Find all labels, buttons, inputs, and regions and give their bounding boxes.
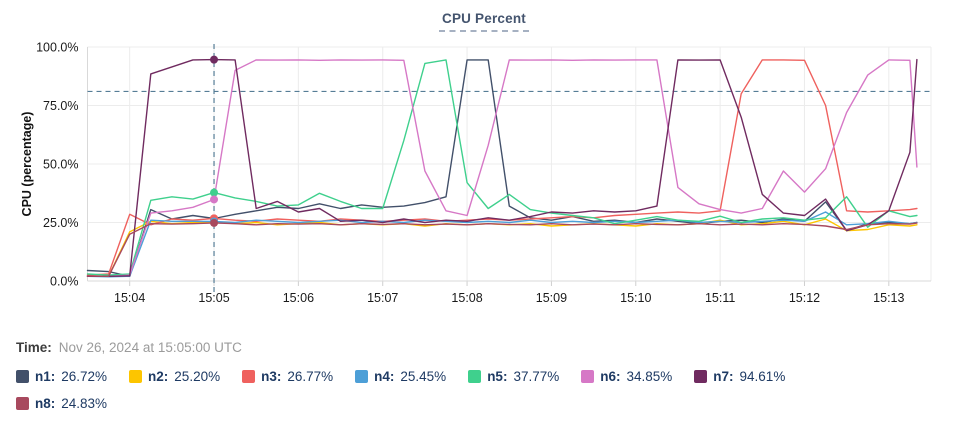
legend-series-value: 94.61% xyxy=(739,369,786,384)
series-line-n6[interactable] xyxy=(86,59,918,277)
y-tick-label: 0.0% xyxy=(50,275,79,289)
y-tick-label: 75.0% xyxy=(43,99,78,113)
legend-item-n6[interactable]: n6: 34.85% xyxy=(581,368,672,385)
x-tick-label: 15:10 xyxy=(620,291,651,305)
legend-series-value: 26.72% xyxy=(61,369,108,384)
series-line-n8[interactable] xyxy=(86,222,918,277)
series-line-n2[interactable] xyxy=(86,218,918,277)
legend-swatch-n8 xyxy=(16,397,29,410)
chart-legend: n1: 26.72% n2: 25.20% n3: 26.77% n4: 25.45% n5: 3… xyxy=(16,368,872,412)
legend-series-value: 37.77% xyxy=(513,369,560,384)
legend-swatch-n5 xyxy=(468,370,482,383)
x-tick-label: 15:07 xyxy=(367,291,398,305)
y-tick-label: 25.0% xyxy=(43,216,78,230)
series-line-n5[interactable] xyxy=(86,59,918,276)
legend-item-n4[interactable]: n4: 25.45% xyxy=(355,368,446,385)
legend-series-name: n4: xyxy=(374,369,395,384)
legend-item-n5[interactable]: n5: 37.77% xyxy=(468,368,559,385)
chart-title: CPU Percent xyxy=(439,11,529,32)
legend-item-n2[interactable]: n2: 25.20% xyxy=(129,368,220,385)
crosshair-time-caption: Time: Nov 26, 2024 at 15:05:00 UTC xyxy=(16,340,242,355)
crosshair-dot-n8[interactable] xyxy=(210,218,219,227)
legend-swatch-n3 xyxy=(242,370,256,383)
legend-series-value: 25.20% xyxy=(174,369,221,384)
crosshair-dot-n5[interactable] xyxy=(210,188,219,197)
series-line-n3[interactable] xyxy=(86,59,918,276)
legend-series-name: n5: xyxy=(487,369,508,384)
legend-swatch-n6 xyxy=(581,370,595,383)
legend-item-n8[interactable]: n8: 24.83% xyxy=(16,395,107,412)
legend-series-name: n3: xyxy=(261,369,282,384)
x-tick-label: 15:05 xyxy=(198,291,229,305)
legend-swatch-n1 xyxy=(16,370,29,383)
legend-series-name: n7: xyxy=(713,369,734,384)
legend-series-value: 25.45% xyxy=(400,369,447,384)
x-tick-label: 15:13 xyxy=(873,291,904,305)
legend-item-n3[interactable]: n3: 26.77% xyxy=(242,368,333,385)
x-tick-label: 15:08 xyxy=(451,291,482,305)
y-axis-title: CPU (percentage) xyxy=(20,112,34,217)
series-line-n7[interactable] xyxy=(86,58,918,277)
legend-series-name: n8: xyxy=(35,396,56,411)
x-tick-label: 15:12 xyxy=(789,291,820,305)
y-tick-label: 100.0% xyxy=(36,41,78,55)
crosshair-dot-n6[interactable] xyxy=(210,195,219,204)
legend-series-value: 24.83% xyxy=(61,396,108,411)
cpu-line-chart[interactable]: 0.0% 25.0% 50.0% 75.0% 100.0% 15:04 15:05 15:06… xyxy=(0,0,968,312)
chart-title-row: CPU Percent xyxy=(0,10,968,32)
y-tick-label: 50.0% xyxy=(43,158,78,172)
legend-series-name: n2: xyxy=(148,369,169,384)
legend-item-n7[interactable]: n7: 94.61% xyxy=(694,368,785,385)
time-value: Nov 26, 2024 at 15:05:00 UTC xyxy=(58,340,242,355)
x-tick-label: 15:04 xyxy=(114,291,145,305)
x-tick-label: 15:06 xyxy=(283,291,314,305)
legend-series-value: 26.77% xyxy=(287,369,334,384)
legend-item-n1[interactable]: n1: 26.72% xyxy=(16,368,107,385)
x-tick-label: 15:09 xyxy=(536,291,567,305)
legend-swatch-n2 xyxy=(129,370,143,383)
legend-series-name: n6: xyxy=(600,369,621,384)
legend-swatch-n7 xyxy=(694,370,708,383)
legend-series-name: n1: xyxy=(35,369,56,384)
x-tick-label: 15:11 xyxy=(705,291,735,305)
legend-swatch-n4 xyxy=(355,370,369,383)
series-line-n4[interactable] xyxy=(86,211,918,278)
crosshair-dot-n7[interactable] xyxy=(210,55,219,64)
legend-series-value: 34.85% xyxy=(626,369,673,384)
time-label: Time: xyxy=(16,340,52,355)
series-line-n1[interactable] xyxy=(86,59,918,277)
